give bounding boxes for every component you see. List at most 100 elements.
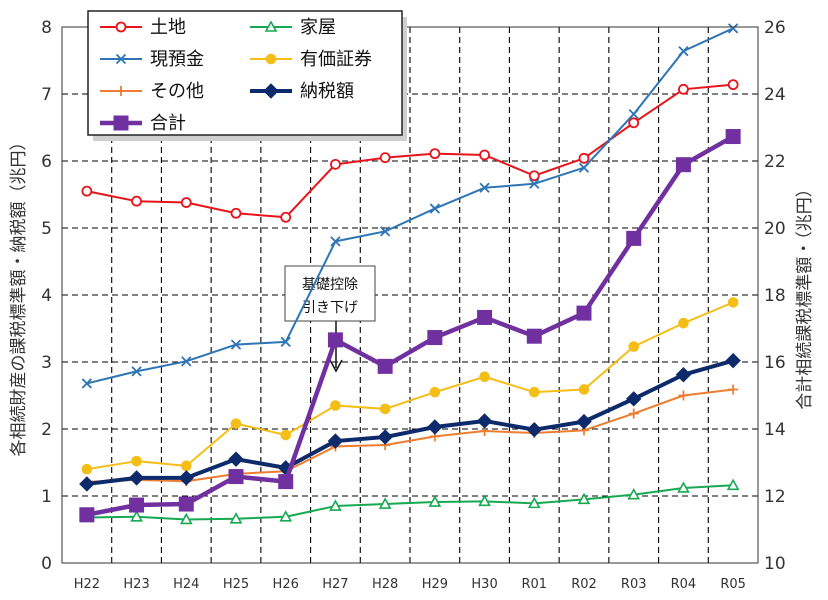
series-line	[86, 301, 734, 471]
data-point	[427, 330, 443, 346]
x-tick-label: H29	[422, 577, 448, 592]
y-right-tick-label: 26	[764, 18, 786, 38]
data-point	[578, 384, 590, 395]
series-合計	[79, 129, 741, 523]
series-現預金	[81, 23, 739, 389]
data-point	[280, 429, 292, 441]
y-right-tick-label: 10	[764, 554, 786, 574]
data-point	[628, 341, 640, 352]
series-納税額	[79, 352, 741, 492]
legend-label: 有価証券	[300, 49, 372, 70]
series-土地	[81, 79, 739, 223]
data-point	[230, 418, 242, 429]
plot-border	[61, 26, 759, 564]
legend-box	[87, 10, 403, 136]
x-tick-label: H25	[223, 577, 249, 592]
y-right-tick-label: 22	[764, 152, 786, 172]
data-point	[377, 358, 393, 374]
data-point	[378, 497, 392, 509]
legend-item: 納税額	[250, 81, 354, 102]
x-tick-label: H23	[123, 577, 149, 592]
y-right-tick-label: 20	[764, 219, 786, 239]
data-point	[131, 455, 142, 467]
series-line	[86, 388, 734, 483]
legend-item: 有価証券	[250, 49, 372, 70]
data-point	[576, 305, 592, 321]
y-right-tick-label: 18	[764, 286, 786, 306]
data-point	[427, 419, 443, 435]
legend-item: 土地	[100, 17, 186, 38]
data-point	[628, 408, 639, 419]
data-point	[726, 478, 740, 491]
data-point	[678, 390, 689, 401]
data-point	[626, 391, 642, 407]
data-point	[628, 117, 640, 129]
x-tick-label: H26	[273, 577, 299, 592]
data-point	[280, 211, 292, 223]
y-left-tick-label: 7	[41, 85, 52, 105]
x-tick-label: R02	[571, 577, 597, 592]
data-point	[128, 470, 145, 486]
x-tick-label: H24	[173, 577, 199, 592]
y-right-tick-label: 12	[764, 487, 786, 507]
data-point	[263, 83, 279, 99]
x-tick-label: H28	[372, 577, 398, 592]
data-point	[479, 182, 490, 193]
data-point	[725, 352, 741, 369]
series-line	[86, 27, 734, 385]
data-point	[327, 433, 344, 449]
data-point	[178, 496, 194, 512]
series-layer	[79, 23, 741, 525]
y-axis-left-title: 各相続財産の課税標準額・納税額（兆円）	[9, 134, 29, 457]
data-point	[477, 309, 493, 325]
data-point	[627, 488, 641, 500]
data-point	[131, 195, 142, 207]
x-tick-label: H30	[471, 577, 497, 592]
legend-item: 合計	[100, 113, 186, 134]
data-point	[330, 400, 341, 411]
y-right-tick-label: 24	[764, 85, 786, 105]
data-point	[116, 86, 126, 96]
y-left-tick-label: 4	[41, 286, 52, 306]
legend-item: その他	[100, 81, 204, 102]
data-point	[578, 152, 590, 164]
y-left-tick-label: 6	[41, 152, 52, 172]
annotation-arrowhead	[329, 359, 343, 373]
data-point	[130, 510, 143, 522]
y-left-tick-label: 3	[41, 353, 52, 373]
data-point	[578, 162, 590, 173]
data-point	[429, 148, 441, 160]
series-line	[86, 83, 734, 219]
data-point	[279, 510, 293, 522]
data-point	[529, 178, 540, 189]
data-point	[728, 384, 739, 395]
series-line	[86, 358, 734, 486]
legend-label: 土地	[150, 17, 186, 38]
series-line	[86, 134, 735, 517]
y-right-tick-label: 16	[764, 353, 786, 373]
data-point	[727, 297, 739, 308]
data-point	[528, 170, 540, 182]
data-point	[228, 451, 244, 467]
data-point	[180, 460, 192, 472]
data-point	[179, 512, 193, 525]
x-tick-label: R03	[621, 577, 647, 592]
x-tick-label: R04	[671, 577, 697, 592]
data-point	[228, 469, 244, 485]
data-point	[280, 336, 291, 348]
data-point	[478, 494, 491, 507]
data-point	[429, 386, 441, 398]
data-point	[725, 129, 741, 145]
data-point	[626, 230, 642, 246]
data-point	[81, 463, 93, 475]
data-point	[264, 20, 278, 32]
data-point	[526, 328, 542, 344]
data-point	[178, 470, 194, 486]
data-point	[728, 23, 739, 34]
data-point	[79, 507, 95, 523]
y-axis-right-title: 合計相続課税標準額・（兆円）	[795, 180, 815, 410]
data-point	[79, 476, 95, 492]
data-point	[476, 413, 493, 429]
data-point	[527, 496, 541, 509]
